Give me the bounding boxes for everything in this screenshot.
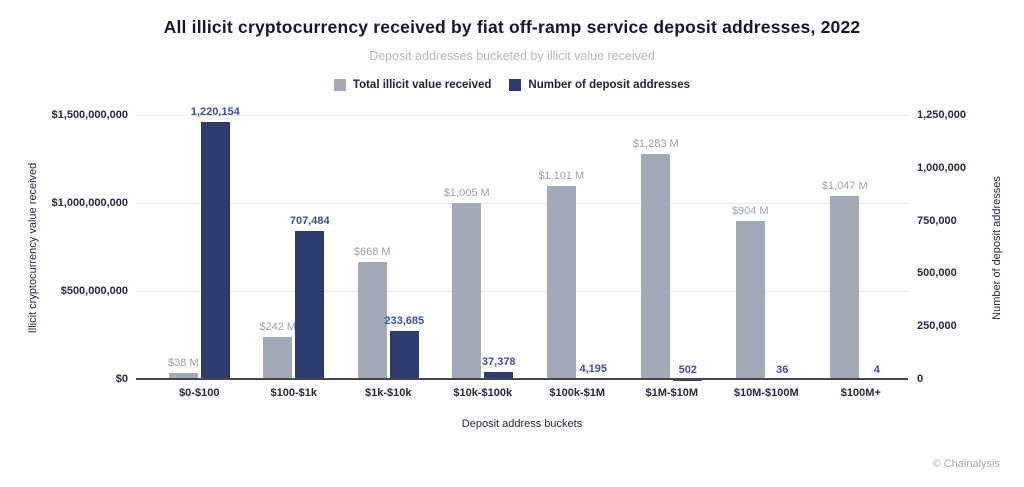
bar-deposit-addresses (389, 330, 419, 380)
bar-value-label: 233,685 (384, 314, 425, 327)
bar-slot: 707,484 (290, 116, 330, 380)
bar-group: $1,283 M 502 (625, 116, 720, 380)
bar-illicit-value (452, 203, 482, 380)
legend-swatch-navy (509, 79, 522, 91)
bar-value-label: 1,220,154 (190, 106, 240, 119)
x-axis-category-label: $10k-$100k (453, 387, 513, 399)
bar-illicit-value (546, 186, 576, 380)
bar-group: $668 M 233,685 (341, 116, 436, 380)
copyright: © Chainalysis (932, 458, 1000, 470)
bar-illicit-value (641, 154, 671, 380)
bar-slot: 4,195 (578, 116, 608, 380)
bar-value-label: $1,005 M (443, 187, 490, 200)
bar-group: $904 M 36 (719, 116, 814, 380)
bar-slot: $1,047 M (822, 116, 868, 380)
bar-value-label: $904 M (731, 204, 769, 217)
right-axis-tick: 750,000 (917, 214, 957, 227)
plot-area: $38 M 1,220,154 $242 M 707,484 $668 M 233,685… (136, 106, 909, 380)
bar-value-label: 37,378 (481, 356, 516, 369)
right-axis-tick: 250,000 (917, 320, 957, 333)
bar-value-label: 36 (776, 364, 789, 376)
bars-area: $38 M 1,220,154 $242 M 707,484 $668 M 233,685… (152, 106, 909, 380)
legend-item-deposit-addresses: Number of deposit addresses (509, 79, 690, 91)
left-axis-tick: $1,500,000,000 (51, 109, 128, 121)
bar-slot: 37,378 (481, 116, 516, 380)
bar-deposit-addresses (200, 122, 230, 380)
bar-group: $1,101 M 4,195 (530, 116, 625, 380)
left-axis-tick: $0 (115, 373, 128, 385)
bar-group: $1,047 M 4 (814, 116, 909, 380)
bar-group: $38 M 1,220,154 (152, 106, 247, 380)
bar-group: $1,005 M 37,378 (436, 116, 531, 380)
x-axis-line (136, 378, 908, 380)
bar-group: $242 M 707,484 (247, 116, 342, 380)
bar-value-label: 707,484 (289, 214, 330, 227)
bar-slot: $668 M (354, 116, 391, 380)
right-axis-tick: 500,000 (917, 267, 957, 280)
bar-slot: $904 M (732, 116, 769, 380)
legend-swatch-gray (333, 79, 346, 91)
bar-slot: $38 M (167, 116, 199, 380)
x-axis-category-label: $0-$100 (179, 387, 220, 399)
bar-illicit-value (735, 220, 765, 380)
legend-label-deposit-addresses: Number of deposit addresses (528, 79, 691, 91)
bar-slot: 502 (673, 116, 703, 380)
bar-slot: $1,283 M (633, 116, 679, 380)
right-axis-tick: 0 (917, 373, 924, 385)
gridline (136, 291, 908, 292)
x-axis-category-label: $10M-$100M (733, 387, 799, 399)
bar-value-label: $38 M (167, 357, 199, 370)
bar-value-label: $242 M (259, 321, 297, 334)
legend-label-total-illicit-value: Total illicit value received (352, 79, 492, 91)
x-axis-category-label: $100-$1k (270, 387, 318, 399)
bar-slot: $1,005 M (444, 116, 490, 380)
bar-value-label: 502 (678, 363, 697, 376)
bar-illicit-value (830, 195, 860, 380)
bar-slot: $242 M (259, 116, 296, 380)
chart-title: All illicit cryptocurrency received by f… (163, 17, 861, 37)
chart-subtitle: Deposit addresses bucketed by illicit va… (369, 49, 655, 63)
bar-value-label: $1,047 M (821, 179, 868, 192)
bar-value-label: 4,195 (579, 363, 608, 376)
bar-value-label: 4 (873, 364, 880, 376)
left-axis-tick: $1,000,000,000 (51, 197, 128, 209)
bar-illicit-value (168, 373, 198, 380)
bar-slot: 1,220,154 (191, 106, 240, 380)
bar-illicit-value (263, 337, 293, 380)
bar-slot: 4 (862, 116, 891, 380)
legend: Total illicit value received Number of d… (0, 79, 1024, 91)
bar-value-label: $668 M (353, 246, 391, 259)
bar-slot: $1,101 M (538, 116, 584, 380)
bar-value-label: $1,283 M (632, 138, 679, 151)
left-axis-title: Illicit cryptocurrency value received (27, 162, 39, 334)
x-axis-category-label: $1M-$10M (645, 387, 699, 399)
bar-slot: 233,685 (384, 116, 424, 380)
left-axis-tick: $500,000,000 (60, 285, 128, 297)
bar-slot: 36 (768, 116, 797, 380)
gridline (136, 203, 908, 204)
right-axis-tick: 1,000,000 (917, 161, 966, 174)
bar-deposit-addresses (484, 372, 514, 380)
bar-value-label: $1,101 M (538, 170, 585, 183)
right-axis-tick: 1,250,000 (917, 109, 966, 121)
x-axis-category-label: $1k-$10k (365, 387, 412, 399)
x-axis-title: Deposit address buckets (461, 418, 583, 430)
legend-item-total-illicit-value: Total illicit value received (333, 79, 492, 91)
bar-deposit-addresses (295, 230, 325, 380)
right-axis-title: Number of deposit addresses (991, 176, 1003, 320)
gridline (136, 115, 908, 116)
x-axis-category-label: $100M+ (840, 387, 881, 399)
x-axis-category-label: $100k-$1M (549, 387, 606, 399)
bar-illicit-value (357, 262, 387, 380)
x-axis-labels: $0-$100 $100-$1k $1k-$10k $10k-$100k $100k-$… (152, 387, 908, 399)
